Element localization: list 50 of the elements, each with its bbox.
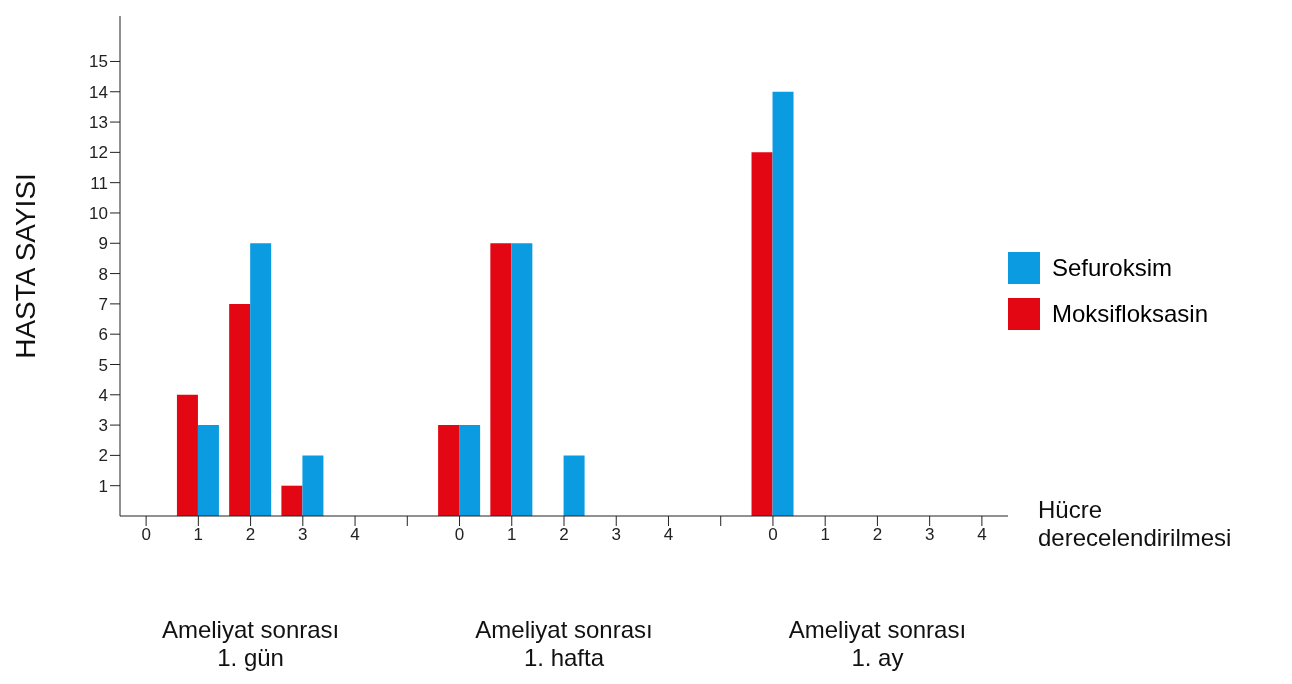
x-tick-label: 3 [298, 525, 308, 545]
legend-label: Sefuroksim [1052, 254, 1173, 282]
bar [281, 485, 303, 516]
y-tick-label: 6 [98, 325, 108, 345]
bar [563, 455, 585, 516]
text: Ameliyat sonrası 1. hafta [474, 616, 654, 672]
x-tick-label: 2 [872, 525, 883, 545]
text: Ameliyat sonrası 1. ay [787, 616, 968, 672]
bar [176, 394, 198, 516]
x-tick-label: 0 [141, 525, 151, 545]
x-tick-label: 2 [559, 525, 569, 545]
bar [438, 425, 460, 516]
bar [250, 243, 272, 516]
y-tick-label: 3 [98, 416, 108, 436]
x-tick-label: 1 [820, 525, 830, 545]
x-tick-label: 0 [454, 525, 465, 545]
bar [751, 152, 773, 516]
bar [229, 303, 251, 516]
bar [302, 455, 324, 516]
y-tick-label: 2 [98, 446, 108, 466]
x-tick-label: 2 [245, 525, 256, 545]
x-tick-label: 1 [193, 525, 204, 545]
x-tick-label: 0 [768, 525, 778, 545]
y-tick-label: 5 [98, 355, 108, 375]
y-tick-label: 15 [89, 52, 108, 72]
bar [197, 425, 219, 516]
y-tick-label: 8 [98, 264, 108, 284]
x-tick-label: 3 [924, 525, 935, 545]
bar [490, 243, 512, 516]
y-tick-label: 1 [98, 476, 108, 496]
y-tick-label: 7 [98, 294, 108, 314]
x-tick-label: 3 [611, 525, 621, 545]
y-tick-label: 12 [89, 143, 108, 163]
x-tick-label: 4 [350, 525, 360, 545]
bar [511, 243, 533, 516]
text: Ameliyat sonrası 1. gün [160, 616, 341, 672]
y-tick-label: 14 [89, 82, 108, 102]
y-tick-label: 13 [89, 113, 108, 133]
x-tick-label: 1 [507, 525, 517, 545]
x-tick-label: 4 [663, 525, 674, 545]
y-tick-label: 11 [90, 173, 108, 193]
y-tick-label: 9 [98, 234, 108, 254]
y-tick-label: 10 [89, 204, 108, 223]
bar [772, 91, 794, 516]
x-tick-label: 4 [977, 525, 987, 545]
bar [459, 425, 481, 516]
y-axis-title: HASTA SAYISI [9, 173, 41, 359]
x-axis-title: Hücre derecelendirilmesi [1038, 496, 1232, 551]
legend-label: Moksifloksasin [1052, 300, 1209, 328]
y-tick-label: 4 [98, 385, 108, 405]
